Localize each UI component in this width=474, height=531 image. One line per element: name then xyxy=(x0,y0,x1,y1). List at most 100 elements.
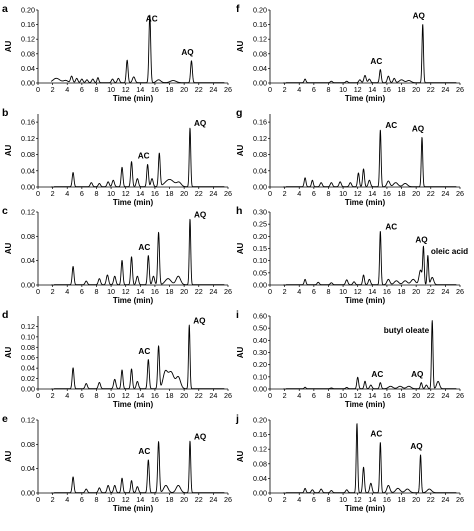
peak-label: AQ xyxy=(181,48,194,57)
x-tick-label: 12 xyxy=(354,495,362,504)
x-tick-label: 6 xyxy=(80,287,84,296)
x-tick-label: 6 xyxy=(312,287,316,296)
y-tick-label: 0.16 xyxy=(21,118,35,127)
y-tick-label: 0.04 xyxy=(253,64,267,73)
panel-f: f0.000.040.080.120.160.200 2 4 6 8 10 12 14 16 18… xyxy=(236,3,464,103)
y-tick-label: 0.16 xyxy=(21,20,35,29)
x-tick-label: 2 xyxy=(283,391,287,400)
y-tick-label: 0.12 xyxy=(253,445,267,454)
peak-label: AQ xyxy=(193,316,206,325)
y-tick-label: 0.12 xyxy=(21,322,35,331)
x-tick-label: 12 xyxy=(354,391,362,400)
x-tick-label: 20 xyxy=(180,189,188,198)
x-tick-label: 6 xyxy=(80,85,84,94)
x-tick-label: 14 xyxy=(368,495,376,504)
panel-tag: g xyxy=(236,107,242,119)
series-line xyxy=(50,440,225,494)
x-tick-label: 24 xyxy=(209,495,217,504)
panel-h: h0.000.050.100.150.200.250.300 2 4 6 8 10 12 14… xyxy=(236,205,468,305)
y-tick-label: 0.00 xyxy=(21,183,35,192)
y-tick-label: 0.00 xyxy=(253,385,267,394)
y-tick-label: 0.04 xyxy=(253,166,267,175)
y-tick-label: 0.04 xyxy=(21,64,35,73)
y-tick-label: 0.40 xyxy=(253,336,267,345)
x-tick-label: 22 xyxy=(195,189,203,198)
panel-c: c0.000.040.080.120 2 4 6 8 10 12 14 16 18 20 22 24 26… xyxy=(2,205,232,305)
x-tick-label: 18 xyxy=(166,391,174,400)
x-axis-label: Time (min) xyxy=(113,504,154,513)
y-tick-label: 0.08 xyxy=(21,49,35,58)
x-tick-label: 16 xyxy=(383,391,391,400)
x-axis-label: Time (min) xyxy=(113,296,154,305)
x-tick-label: 10 xyxy=(339,189,347,198)
peak-label: AQ xyxy=(410,442,423,451)
x-axis-label: Time (min) xyxy=(345,400,386,409)
x-tick-label: 18 xyxy=(166,495,174,504)
series-line xyxy=(282,24,457,84)
y-tick-label: 0.02 xyxy=(21,374,35,383)
x-tick-label: 10 xyxy=(339,287,347,296)
y-axis-label: AU xyxy=(4,145,13,157)
x-tick-label: 8 xyxy=(326,287,330,296)
y-axis-label: AU xyxy=(4,243,13,255)
y-tick-label: 0.30 xyxy=(253,348,267,357)
x-tick-label: 14 xyxy=(136,189,144,198)
y-tick-label: 0.15 xyxy=(253,244,267,253)
x-tick-label: 14 xyxy=(136,391,144,400)
x-tick-label: 10 xyxy=(339,85,347,94)
panel-e: e0.000.040.080.120 2 4 6 8 10 12 14 16 18 20 22 24 26… xyxy=(2,413,232,513)
x-tick-label: 16 xyxy=(383,189,391,198)
y-tick-label: 0.00 xyxy=(253,489,267,498)
x-tick-label: 16 xyxy=(151,495,159,504)
series-line xyxy=(282,423,457,494)
x-tick-label: 14 xyxy=(368,287,376,296)
y-tick-label: 0.00 xyxy=(253,183,267,192)
y-tick-label: 0.00 xyxy=(21,385,35,394)
series-line xyxy=(50,127,225,188)
x-tick-label: 8 xyxy=(326,189,330,198)
panel-b: b0.000.040.080.120.160 2 4 6 8 10 12 14 16 18 20 22… xyxy=(2,107,232,207)
peak-label: AC xyxy=(385,222,397,231)
x-tick-label: 10 xyxy=(107,189,115,198)
x-tick-label: 18 xyxy=(166,287,174,296)
x-tick-label: 14 xyxy=(368,391,376,400)
x-tick-label: 24 xyxy=(209,391,217,400)
y-axis-label: AU xyxy=(236,41,245,53)
y-tick-label: 0.12 xyxy=(253,35,267,44)
y-tick-label: 0.30 xyxy=(253,208,267,217)
x-tick-label: 6 xyxy=(312,495,316,504)
panel-tag: a xyxy=(2,3,8,15)
x-tick-label: 12 xyxy=(122,495,130,504)
peak-label: AC xyxy=(138,152,150,161)
x-tick-label: 24 xyxy=(441,189,449,198)
x-tick-label: 8 xyxy=(94,391,98,400)
x-tick-label: 12 xyxy=(122,85,130,94)
x-tick-label: 26 xyxy=(456,189,464,198)
peak-label: AQ xyxy=(194,210,207,219)
y-tick-label: 0.20 xyxy=(253,416,267,425)
y-tick-label: 0.08 xyxy=(253,150,267,159)
x-tick-label: 20 xyxy=(412,391,420,400)
x-tick-label: 4 xyxy=(297,189,301,198)
x-tick-label: 12 xyxy=(122,287,130,296)
y-tick-label: 0.25 xyxy=(253,220,267,229)
x-tick-label: 26 xyxy=(224,287,232,296)
x-tick-label: 26 xyxy=(456,391,464,400)
x-tick-label: 2 xyxy=(283,287,287,296)
panel-tag: e xyxy=(2,413,8,425)
x-tick-label: 2 xyxy=(283,495,287,504)
x-tick-label: 18 xyxy=(398,287,406,296)
peak-label: AQ xyxy=(411,370,424,379)
y-tick-label: 0.08 xyxy=(253,459,267,468)
panel-tag: d xyxy=(2,309,8,321)
y-tick-label: 0.08 xyxy=(21,232,35,241)
peak-label: butyl oleate xyxy=(384,326,430,335)
peak-label: AC xyxy=(138,447,150,456)
y-tick-label: 0.08 xyxy=(253,49,267,58)
x-tick-label: 24 xyxy=(209,287,217,296)
x-tick-label: 16 xyxy=(151,189,159,198)
peak-label: AQ xyxy=(413,12,426,21)
y-tick-label: 0.12 xyxy=(21,208,35,217)
peak-label: AC xyxy=(385,121,397,130)
x-tick-label: 26 xyxy=(224,391,232,400)
